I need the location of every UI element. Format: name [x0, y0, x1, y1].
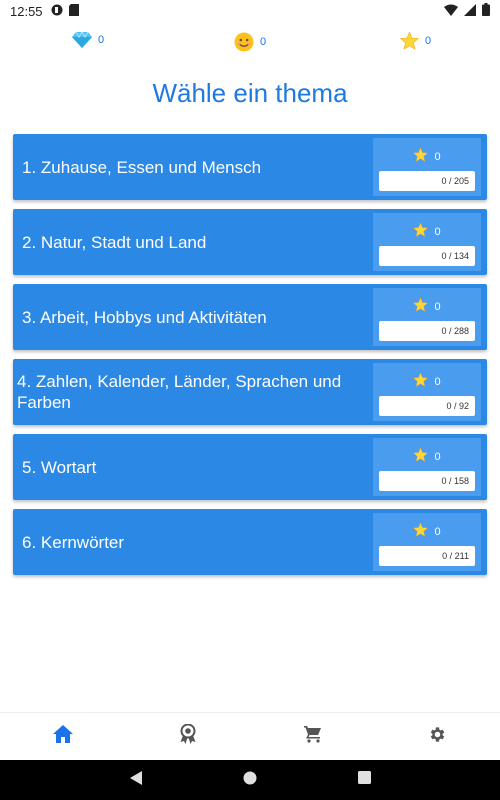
topic-progress-text: 0 / 288	[441, 326, 469, 336]
bottom-nav	[0, 712, 500, 760]
topic-label: 6. Kernwörter	[22, 532, 125, 552]
topic-progress-text: 0 / 158	[441, 476, 469, 486]
topic-progress-panel: 0 0 / 134	[373, 213, 481, 271]
topic-card[interactable]: 4. Zahlen, Kalender, Länder, Sprachen un…	[13, 359, 487, 425]
sd-card-icon	[68, 3, 79, 19]
topic-progress-panel: 0 0 / 158	[373, 438, 481, 496]
topic-progress-bar: 0 / 288	[379, 321, 475, 341]
topic-progress-panel: 0 0 / 92	[373, 363, 481, 421]
notification-icon	[51, 4, 63, 19]
topic-stars: 0	[373, 372, 481, 390]
topic-label: 2. Natur, Stadt und Land	[22, 232, 207, 252]
star-icon	[413, 522, 429, 540]
stars-count: 0	[425, 35, 432, 47]
status-bar: 12:55	[0, 0, 500, 22]
topic-progress-bar: 0 / 158	[379, 471, 475, 491]
topic-star-count: 0	[434, 375, 441, 388]
topic-label: 5. Wortart	[22, 457, 97, 477]
star-icon	[413, 372, 429, 390]
gems-counter: 0	[72, 32, 104, 48]
topic-star-count: 0	[434, 450, 441, 463]
system-home-button[interactable]	[238, 768, 262, 792]
system-nav-bar	[0, 760, 500, 800]
system-recents-button[interactable]	[352, 768, 376, 792]
topic-progress-text: 0 / 211	[442, 551, 469, 561]
topic-progress-panel: 0 0 / 288	[373, 288, 481, 346]
diamond-icon	[72, 32, 92, 48]
nav-settings[interactable]	[375, 713, 500, 760]
topic-list: 1. Zuhause, Essen und Mensch 0 0 / 205 2…	[13, 134, 487, 584]
topic-progress-panel: 0 0 / 205	[373, 138, 481, 196]
topic-card[interactable]: 2. Natur, Stadt und Land 0 0 / 134	[13, 209, 487, 275]
topic-stars: 0	[373, 297, 481, 315]
system-back-button[interactable]	[124, 768, 148, 792]
smiley-icon	[234, 32, 254, 52]
stars-counter: 0	[400, 32, 431, 50]
topic-progress-bar: 0 / 92	[379, 396, 475, 416]
star-icon	[413, 447, 429, 465]
topic-star-count: 0	[434, 225, 441, 238]
topic-card[interactable]: 5. Wortart 0 0 / 158	[13, 434, 487, 500]
nav-achievements[interactable]	[125, 713, 250, 760]
home-icon	[52, 725, 73, 748]
topic-stars: 0	[373, 447, 481, 465]
topic-stars: 0	[373, 147, 481, 165]
topic-progress-panel: 0 0 / 211	[373, 513, 481, 571]
smiles-counter: 0	[234, 32, 266, 52]
topic-star-count: 0	[434, 525, 441, 538]
topic-card[interactable]: 6. Kernwörter 0 0 / 211	[13, 509, 487, 575]
topic-label: 1. Zuhause, Essen und Mensch	[22, 157, 262, 177]
back-triangle-icon	[130, 770, 142, 790]
star-icon	[413, 147, 429, 165]
topic-progress-text: 0 / 205	[441, 176, 469, 186]
topic-progress-bar: 0 / 205	[379, 171, 475, 191]
topic-card[interactable]: 1. Zuhause, Essen und Mensch 0 0 / 205	[13, 134, 487, 200]
topic-star-count: 0	[434, 300, 441, 313]
counters-row: 0 0 0	[0, 32, 500, 56]
page-title: Wähle ein thema	[152, 78, 348, 108]
wifi-icon	[444, 4, 458, 19]
gems-count: 0	[98, 34, 105, 46]
award-icon	[179, 723, 197, 749]
topic-label: 3. Arbeit, Hobbys und Aktivitäten	[22, 307, 267, 327]
star-icon	[400, 32, 419, 50]
settings-icon	[428, 725, 447, 749]
topic-label: 4. Zahlen, Kalender, Länder, Sprachen un…	[17, 372, 342, 412]
topic-star-count: 0	[434, 150, 441, 163]
topic-stars: 0	[373, 522, 481, 540]
topic-progress-text: 0 / 134	[441, 251, 469, 261]
topic-progress-text: 0 / 92	[446, 401, 469, 411]
topic-progress-bar: 0 / 134	[379, 246, 475, 266]
battery-icon	[482, 3, 490, 19]
status-time: 12:55	[10, 3, 43, 19]
nav-home[interactable]	[0, 713, 125, 760]
star-icon	[413, 297, 429, 315]
home-circle-icon	[243, 771, 257, 790]
topic-card[interactable]: 3. Arbeit, Hobbys und Aktivitäten 0 0 / …	[13, 284, 487, 350]
topic-stars: 0	[373, 222, 481, 240]
smiles-count: 0	[260, 36, 267, 48]
nav-shop[interactable]	[250, 713, 375, 760]
signal-icon	[464, 3, 476, 19]
topic-progress-bar: 0 / 211	[379, 546, 475, 566]
star-icon	[413, 222, 429, 240]
cart-icon	[303, 725, 322, 748]
recents-square-icon	[357, 771, 371, 789]
